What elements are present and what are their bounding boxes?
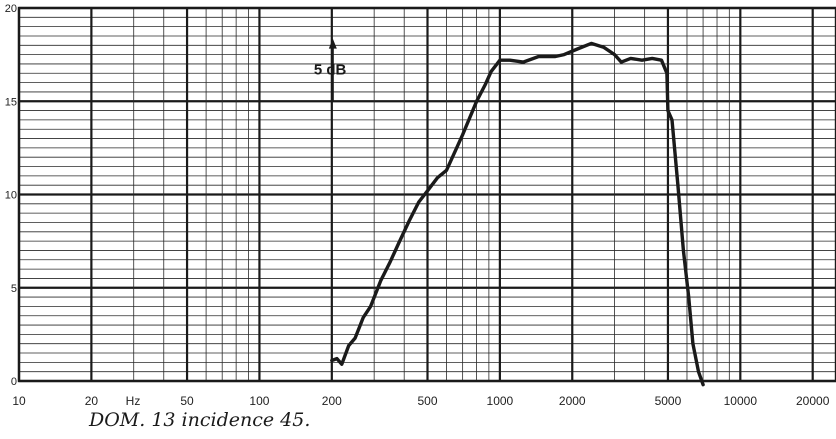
- x-tick-label: 5000: [655, 394, 682, 408]
- y-tick-label: 20: [5, 3, 17, 15]
- plot-frame: [17, 6, 836, 383]
- x-tick-label: 200: [322, 394, 342, 408]
- x-tick-label: 20: [85, 394, 99, 408]
- y-tick-label: 0: [11, 376, 17, 388]
- x-tick-label: 500: [417, 394, 437, 408]
- x-tick-label: 100: [249, 394, 269, 408]
- x-tick-label: 2000: [559, 394, 586, 408]
- y-tick-label: 5: [11, 283, 17, 295]
- y-axis-ticks: 0 5 10 15 20: [5, 3, 17, 388]
- y-tick-label: 15: [5, 96, 17, 108]
- x-tick-label: 50: [180, 394, 194, 408]
- y-tick-label: 10: [5, 190, 17, 202]
- scale-marker: 5 dB: [314, 38, 347, 102]
- scale-marker-label: 5 dB: [314, 62, 347, 79]
- figure-caption: DOM. 13 incidence 45.: [89, 409, 311, 431]
- x-axis-ticks: 10 20 50 100 200 500 1000 2000 5000 10000 20000: [12, 394, 829, 408]
- x-tick-label: 10000: [724, 394, 758, 408]
- response-curve: [330, 41, 705, 387]
- x-axis-unit-label: Hz: [126, 394, 141, 408]
- x-tick-label: 10: [12, 394, 26, 408]
- scale-marker-arrowhead: [328, 38, 337, 49]
- x-tick-label: 20000: [796, 394, 830, 408]
- chart-grid: [17, 6, 836, 383]
- x-tick-label: 1000: [487, 394, 514, 408]
